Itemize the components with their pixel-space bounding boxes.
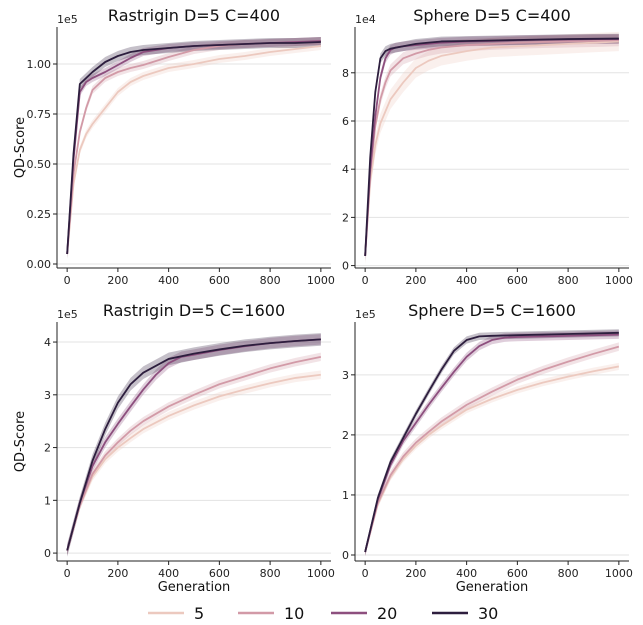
x-tick-label: 200 [405,274,426,287]
y-tick-label: 2 [342,211,349,224]
x-tick-label: 0 [64,274,71,287]
x-tick-label: 800 [558,274,579,287]
y-tick-label: 0.75 [27,108,52,121]
x-tick-label: 600 [209,274,230,287]
panel-title: Rastrigin D=5 C=400 [108,6,280,25]
confidence-band-30 [365,33,619,261]
confidence-band-5 [365,362,619,556]
confidence-band-20 [365,34,619,261]
x-tick-label: 0 [64,567,71,580]
x-tick-label: 800 [260,274,281,287]
confidence-band-5 [365,31,619,266]
legend-item-5: 5 [148,604,204,623]
panel-4: 0 1 2 3 0 200 400 600 800 1000 1e5 Sphere D=5 C=160… [342,301,633,595]
y-tick-label: 0.00 [27,258,52,271]
legend-label: 30 [478,604,498,623]
x-tick-label: 1000 [307,567,335,580]
x-tick-label: 800 [260,567,281,580]
legend-item-10: 10 [238,604,304,623]
series-line-5 [364,365,620,553]
panel-title: Sphere D=5 C=400 [413,6,571,25]
x-tick-label: 800 [558,567,579,580]
y-tick-label: 0.50 [27,158,52,171]
series-line-5 [364,40,619,257]
panel-1: 0.00 0.25 0.50 0.75 1.00 0 200 400 600 800 1000 1e5… [13,6,335,287]
series-line-20 [66,40,321,255]
x-tick-label: 200 [107,567,128,580]
panel-title: Sphere D=5 C=1600 [408,301,576,320]
legend-label: 20 [377,604,397,623]
confidence-band-20 [365,330,619,557]
confidence-band-5 [67,370,321,555]
x-tick-label: 400 [456,274,477,287]
series-line-30 [66,338,321,551]
x-tick-label: 600 [209,567,230,580]
exponent-label: 1e5 [57,308,78,321]
confidence-band-10 [365,34,619,262]
series-line-10 [364,39,619,257]
series-line-10 [364,345,620,553]
y-tick-label: 3 [342,369,349,382]
x-tick-label: 0 [362,567,369,580]
exponent-label: 1e5 [355,308,376,321]
exponent-label: 1e5 [57,13,78,26]
x-tick-label: 200 [107,274,128,287]
plot-area [66,333,322,557]
x-tick-label: 600 [507,567,528,580]
legend-label: 5 [194,604,204,623]
y-tick-label: 6 [342,115,349,128]
panels: 0.000.250.500.751.000 200 400 600 800 10001e5… [13,6,633,595]
x-axis-label: Generation [456,580,529,595]
x-tick-label: 1000 [307,274,335,287]
y-axis-label: QD-Score [13,411,28,472]
y-axis-label: QD-Score [13,117,28,178]
series-line-10 [66,355,322,551]
legend-item-20: 20 [331,604,397,623]
y-tick-label: 4 [342,163,349,176]
x-tick-label: 400 [158,274,179,287]
plot-area [364,31,619,266]
confidence-band-20 [67,37,321,258]
plot-area [364,329,620,557]
panel-2: 0 2 4 6 8 0 200 400 600 800 1000 1e4 Sphere D=5 C=40… [342,6,633,287]
y-tick-label: 4 [44,336,51,349]
series-line-30 [364,331,619,553]
series-line-20 [364,333,619,553]
series-line-20 [364,38,619,257]
x-tick-label: 600 [507,274,528,287]
y-tick-label: 0 [342,549,349,562]
y-tick-label: 8 [342,67,349,80]
y-tick-label: 0 [342,260,349,273]
y-tick-label: 0 [44,547,51,560]
panel-3: 0 1 2 3 4 0 200 400 600 800 1000 1e5 Rastrigin D=5 C… [13,301,335,595]
y-tick-label: 1.00 [27,58,52,71]
y-tick-label: 2 [44,442,51,455]
y-tick-label: 1 [44,494,51,507]
legend-item-30: 30 [432,604,498,623]
panel-title: Rastrigin D=5 C=1600 [103,301,285,320]
x-tick-label: 0 [362,274,369,287]
x-tick-label: 400 [456,567,477,580]
exponent-label: 1e4 [355,13,376,26]
y-tick-label: 0.25 [27,208,52,221]
series-line-5 [66,373,321,551]
x-axis-label: Generation [158,580,231,595]
plot-area [66,37,321,259]
legend-label: 10 [284,604,304,623]
y-tick-label: 2 [342,429,349,442]
y-tick-label: 1 [342,489,349,502]
series-line-30 [364,37,619,256]
y-tick-label: 3 [44,389,51,402]
x-tick-label: 200 [405,567,426,580]
confidence-band-30 [67,333,321,557]
legend: 5 10 20 30 [148,604,498,623]
x-tick-label: 400 [158,567,179,580]
series-line-5 [66,45,321,255]
x-tick-label: 1000 [605,274,633,287]
x-tick-label: 1000 [605,567,633,580]
confidence-band-10 [67,352,321,555]
series-line-30 [66,41,321,255]
